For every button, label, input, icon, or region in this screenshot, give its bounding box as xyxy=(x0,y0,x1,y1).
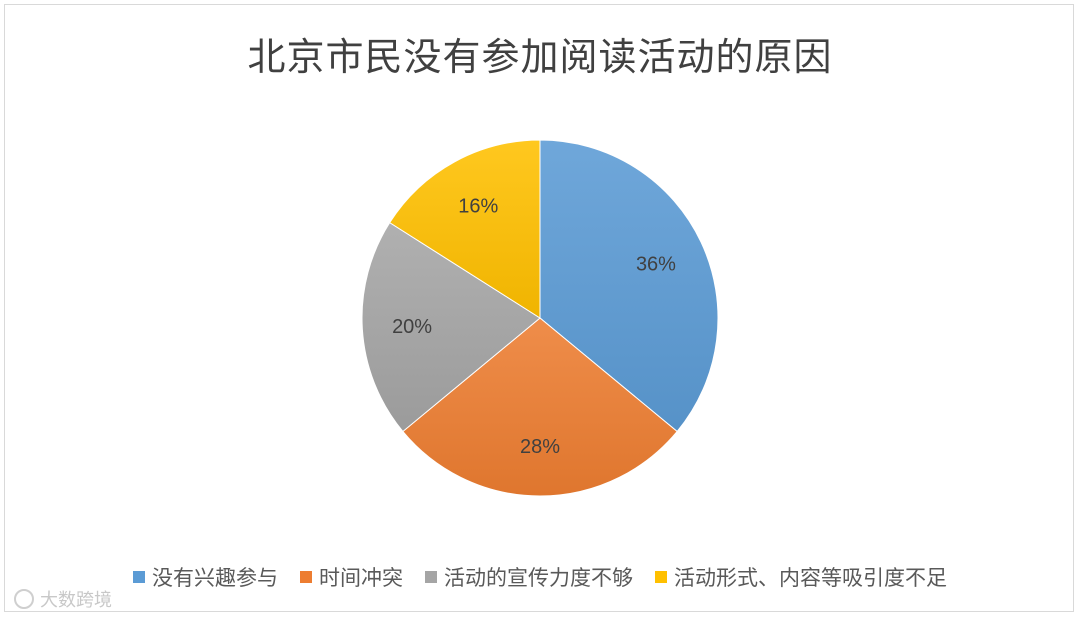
legend-swatch-2 xyxy=(300,571,312,583)
legend-label-1: 没有兴趣参与 xyxy=(152,566,278,590)
legend-item-1: 没有兴趣参与 xyxy=(133,562,278,592)
watermark-text: 大数跨境 xyxy=(40,590,112,611)
legend-label-3: 活动的宣传力度不够 xyxy=(444,566,633,590)
pie-slice-3 xyxy=(361,221,541,433)
pie-slice-1 xyxy=(539,139,719,433)
legend-item-4: 活动形式、内容等吸引度不足 xyxy=(655,562,947,592)
pie-slice-4 xyxy=(389,139,541,319)
pie-slice-2 xyxy=(402,317,678,497)
watermark-logo-icon xyxy=(14,589,34,609)
legend-swatch-4 xyxy=(655,571,667,583)
chart-legend: 没有兴趣参与 时间冲突 活动的宣传力度不够 活动形式、内容等吸引度不足 xyxy=(0,562,1080,592)
legend-swatch-3 xyxy=(425,571,437,583)
legend-item-2: 时间冲突 xyxy=(300,562,403,592)
data-label-3: 20% xyxy=(392,316,432,338)
legend-label-4: 活动形式、内容等吸引度不足 xyxy=(674,566,947,590)
watermark: 大数跨境 xyxy=(14,586,112,612)
data-label-1: 36% xyxy=(636,253,676,275)
legend-item-3: 活动的宣传力度不够 xyxy=(425,562,633,592)
legend-label-2: 时间冲突 xyxy=(319,566,403,590)
data-label-2: 28% xyxy=(520,436,560,458)
data-label-4: 16% xyxy=(458,196,498,218)
chart-title: 北京市民没有参加阅读活动的原因 xyxy=(247,35,833,79)
legend-swatch-1 xyxy=(133,571,145,583)
